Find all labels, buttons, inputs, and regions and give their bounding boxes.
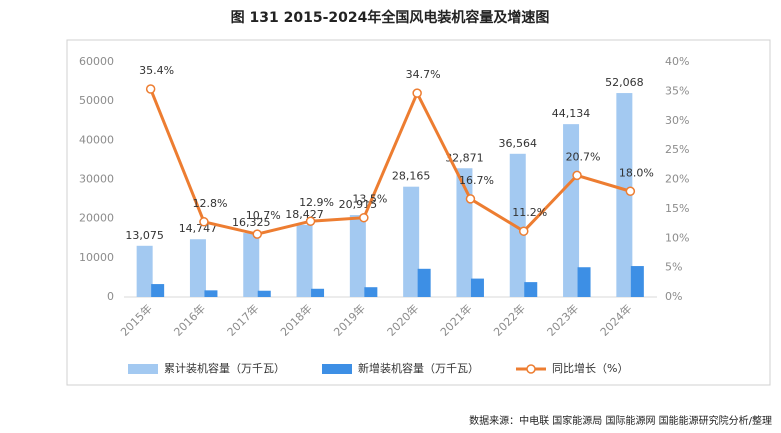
x-tick-label: 2016年: [171, 301, 208, 338]
bar-value-label: 52,068: [605, 76, 644, 89]
y2-tick-label: 20%: [665, 173, 689, 186]
line-value-label: 16.7%: [459, 174, 494, 187]
line-value-label: 11.2%: [512, 206, 547, 219]
y-tick-label: 60000: [79, 55, 114, 68]
x-tick-label: 2017年: [224, 301, 261, 338]
x-tick-label: 2021年: [437, 301, 474, 338]
x-tick-label: 2015年: [117, 301, 154, 338]
bar: [563, 124, 580, 297]
line-marker: [572, 170, 582, 181]
bar-value-label: 14,747: [179, 222, 218, 235]
bar: [630, 266, 644, 297]
bar: [296, 224, 313, 297]
legend-label: 累计装机容量（万千瓦）: [164, 361, 285, 375]
line-marker: [519, 226, 529, 236]
x-tick-label: 2020年: [384, 301, 421, 338]
x-tick-label: 2019年: [331, 301, 368, 338]
y2-tick-label: 10%: [665, 231, 689, 244]
bar: [243, 233, 260, 297]
bar-value-label: 28,165: [392, 170, 431, 183]
x-tick-label: 2018年: [277, 301, 314, 338]
bar: [417, 268, 431, 297]
bar: [151, 284, 165, 297]
line-value-label: 18.0%: [619, 166, 654, 179]
bar: [349, 215, 366, 297]
bar: [403, 186, 420, 297]
bar: [577, 267, 591, 297]
legend-label: 新增装机容量（万千瓦）: [358, 361, 479, 375]
bar: [364, 287, 378, 297]
line-marker: [359, 212, 369, 223]
line: [149, 88, 631, 236]
y2-tick-label: 15%: [665, 202, 689, 215]
line-marker: [465, 194, 476, 204]
y-tick-label: 40000: [79, 133, 114, 146]
bar-value-label: 44,134: [552, 107, 591, 120]
bar: [311, 288, 325, 297]
bar: [616, 93, 633, 297]
line-value-label: 12.8%: [192, 197, 227, 210]
y-tick-label: 20000: [79, 212, 114, 225]
chart-title: 图 131 2015-2024年全国风电装机容量及增速图: [231, 9, 550, 26]
chart-frame: [66, 39, 771, 386]
y2-tick-label: 40%: [665, 55, 689, 68]
line-marker: [199, 217, 209, 227]
bar-value-label: 16,325: [232, 216, 271, 229]
y-tick-label: 0: [107, 290, 114, 303]
bar: [189, 239, 206, 297]
source-note: 数据来源：中电联 国家能源局 国际能源网 国能能源研究院分析/整理: [469, 414, 772, 427]
bar: [136, 245, 153, 297]
line-marker: [145, 84, 156, 94]
line-marker: [252, 229, 262, 239]
x-tick-label: 2024年: [597, 301, 634, 338]
y-tick-label: 30000: [79, 173, 114, 186]
y2-tick-label: 5%: [665, 261, 682, 274]
y2-tick-label: 0%: [665, 290, 682, 303]
legend-swatch: [526, 364, 536, 374]
bar: [470, 278, 484, 297]
legend-label: 同比增长（%）: [552, 361, 628, 375]
bar: [509, 153, 526, 297]
legend-swatch: [322, 364, 352, 374]
y-tick-label: 50000: [79, 94, 114, 107]
y2-tick-label: 30%: [665, 114, 689, 127]
y2-tick-label: 25%: [665, 143, 689, 156]
bar-value-label: 36,564: [499, 137, 538, 150]
line-marker: [412, 88, 422, 98]
x-tick-label: 2023年: [544, 301, 581, 338]
line-value-label: 12.9%: [299, 196, 334, 209]
bar: [204, 290, 218, 297]
bar: [257, 290, 271, 297]
legend-swatch: [128, 364, 158, 374]
line-marker: [305, 216, 316, 226]
x-tick-label: 2022年: [491, 301, 528, 338]
line-value-label: 35.4%: [139, 64, 174, 77]
bar-value-label: 13,075: [125, 229, 164, 242]
bar: [524, 282, 538, 297]
bar-value-label: 32,871: [445, 151, 484, 164]
bar-value-label: 18,427: [285, 208, 324, 221]
line-value-label: 20.7%: [566, 150, 601, 163]
y-tick-label: 10000: [79, 251, 114, 264]
line-marker: [625, 186, 636, 196]
line-value-label: 10.7%: [246, 209, 281, 222]
y2-tick-label: 35%: [665, 84, 689, 97]
line-value-label: 13.5%: [352, 193, 387, 206]
line-value-label: 34.7%: [406, 68, 441, 81]
